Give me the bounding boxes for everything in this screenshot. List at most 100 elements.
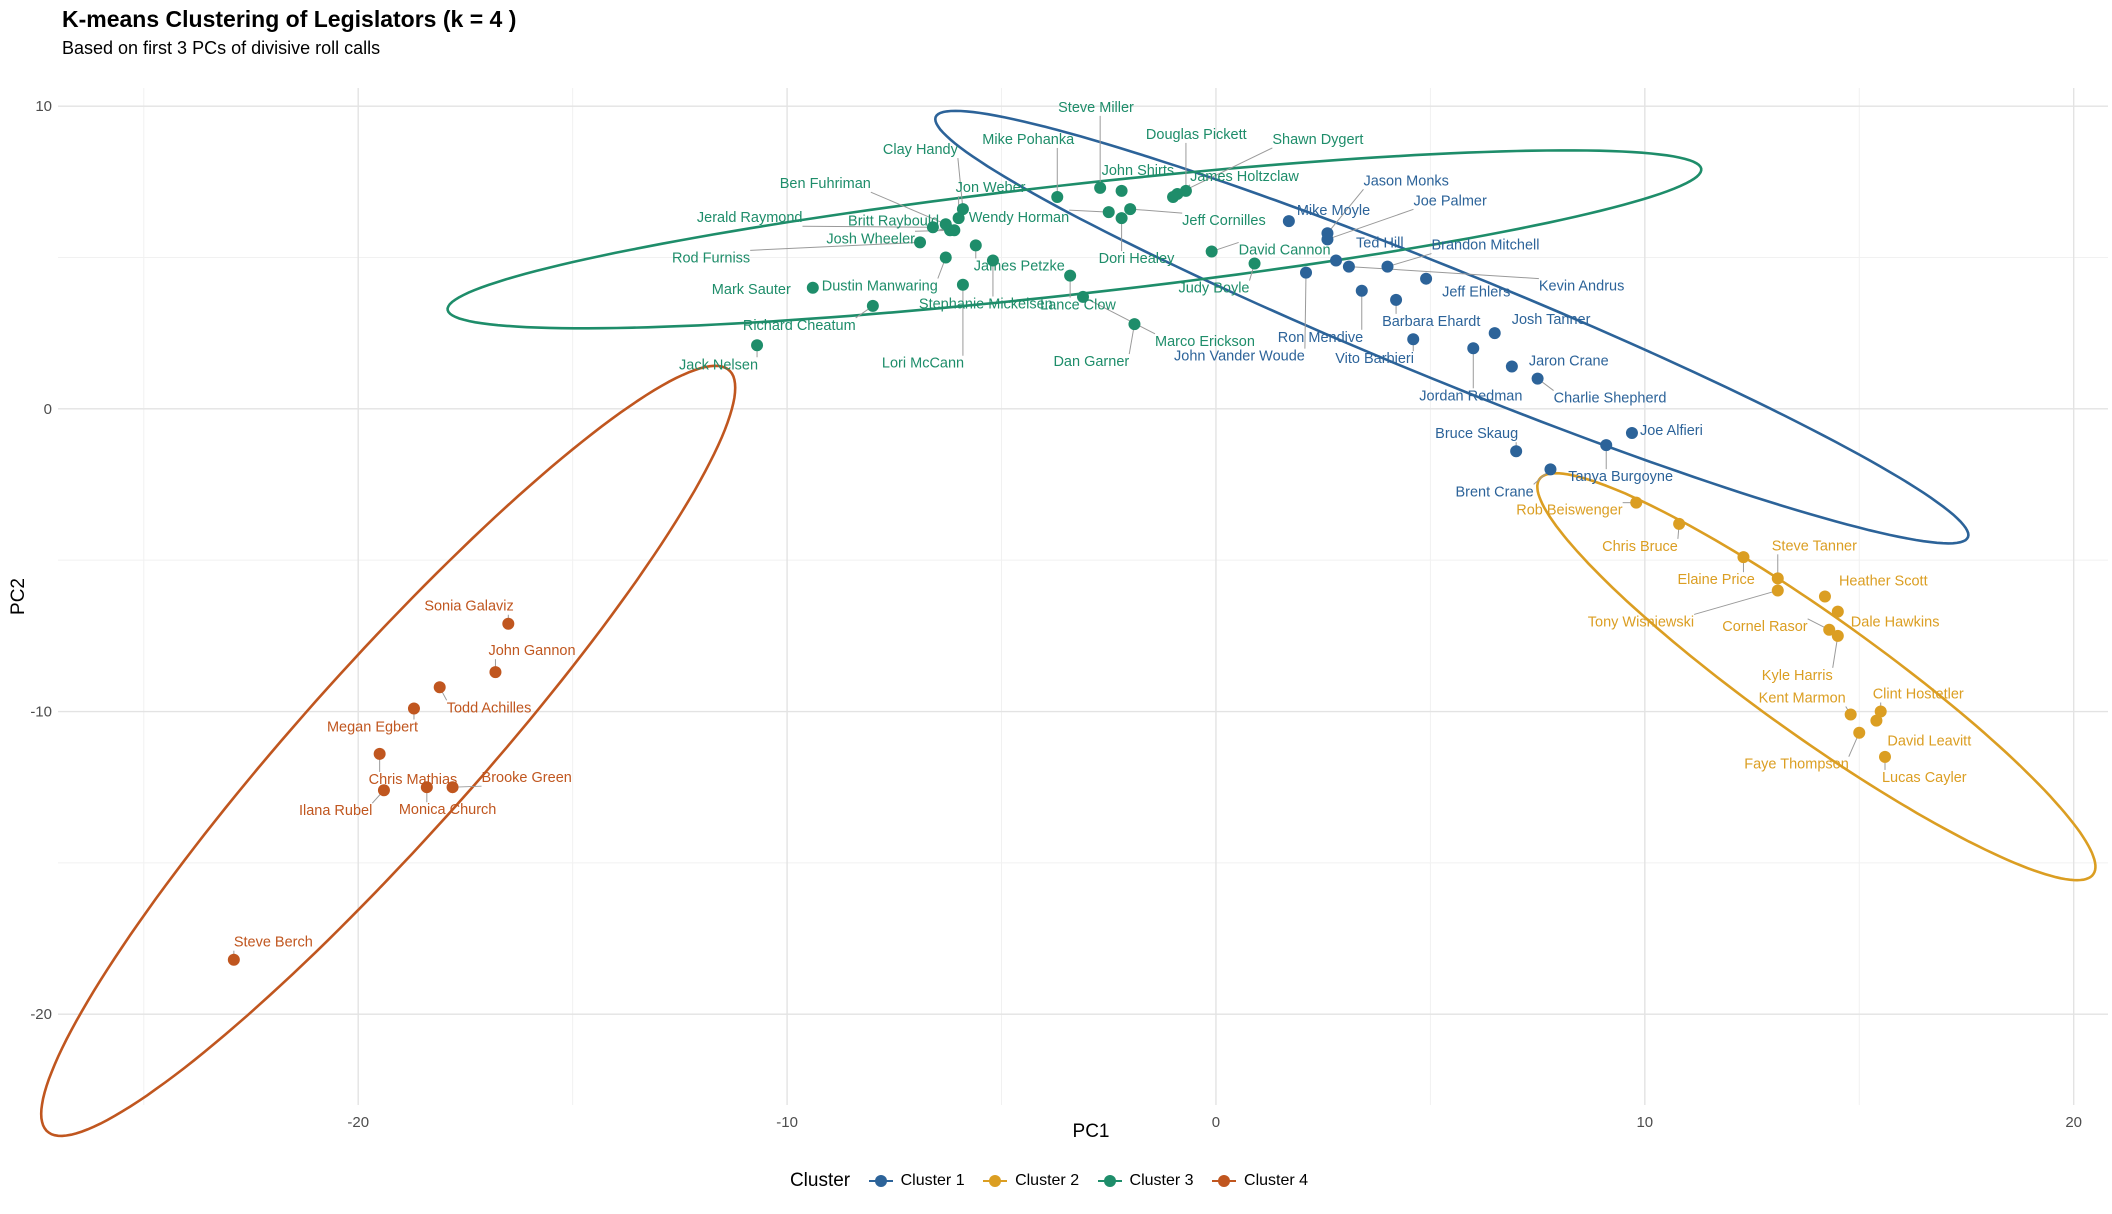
leader-line-marco-erickson bbox=[1082, 296, 1156, 335]
point-mark-sauter bbox=[806, 281, 819, 294]
point-label-tanya-burgoyne: Tanya Burgoyne bbox=[1568, 469, 1673, 485]
point-jeff-ehlers bbox=[1420, 272, 1433, 285]
point-label-barbara-ehardt: Barbara Ehardt bbox=[1382, 314, 1480, 330]
point-label-mark-sauter: Mark Sauter bbox=[712, 282, 791, 298]
legend-label-cluster-1: Cluster 1 bbox=[900, 1171, 965, 1189]
point-marco-erickson bbox=[1077, 290, 1089, 303]
point-label-vito-barbieri: Vito Barbieri bbox=[1335, 351, 1414, 367]
point-label-john-gannon: John Gannon bbox=[488, 643, 575, 659]
point-tony-wisniewski bbox=[1771, 584, 1784, 597]
point-label-wendy-horman: Wendy Horman bbox=[969, 210, 1069, 226]
point-label-jon-weber: Jon Weber bbox=[956, 180, 1026, 196]
ellipse-cluster-1 bbox=[933, 109, 1970, 545]
y-tick-label: -20 bbox=[30, 1006, 52, 1023]
point-label-charlie-shepherd: Charlie Shepherd bbox=[1554, 391, 1667, 407]
point-label-clint-hostetler: Clint Hostetler bbox=[1873, 687, 1964, 703]
point-label-mike-pohanka: Mike Pohanka bbox=[982, 132, 1075, 148]
point-label-shawn-dygert: Shawn Dygert bbox=[1272, 132, 1363, 148]
chart-title: K-means Clustering of Legislators (k = 4… bbox=[62, 6, 517, 32]
point-label-jack-nelsen: Jack Nelsen bbox=[679, 357, 758, 373]
point-label-ilana-rubel: Ilana Rubel bbox=[299, 803, 372, 819]
point-label-dale-hawkins: Dale Hawkins bbox=[1851, 615, 1940, 631]
point-faye-thompson bbox=[1853, 726, 1866, 739]
legend-item-cluster-4: Cluster 4 bbox=[1212, 1172, 1308, 1190]
leader-line-john-vander-woude bbox=[1304, 272, 1307, 349]
leader-line-kevin-andrus bbox=[1348, 266, 1539, 280]
point-ilana-rubel bbox=[377, 784, 390, 797]
point-label-kevin-andrus: Kevin Andrus bbox=[1539, 279, 1624, 295]
point-label-jerald-raymond: Jerald Raymond bbox=[697, 210, 803, 226]
point-dale-hawkins bbox=[1831, 605, 1844, 618]
point-label-james-petzke: James Petzke bbox=[974, 258, 1065, 274]
legend-item-cluster-3: Cluster 3 bbox=[1097, 1171, 1194, 1190]
point-stephanie-mickelsen bbox=[986, 254, 999, 267]
point-clint-hostetler bbox=[1874, 705, 1887, 718]
legend-key-cluster-2 bbox=[983, 1174, 1008, 1187]
point-label-ben-fuhriman: Ben Fuhriman bbox=[780, 176, 871, 192]
leader-line-brandon-mitchell bbox=[1387, 253, 1432, 268]
x-axis-title: PC1 bbox=[1073, 1121, 1110, 1142]
leader-line-jason-monks bbox=[1327, 188, 1364, 234]
point-jaron-crane bbox=[1505, 360, 1518, 373]
point-elaine-price bbox=[1737, 551, 1750, 564]
point-label-bruce-skaug: Bruce Skaug bbox=[1435, 426, 1518, 442]
point-bruce-skaug bbox=[1510, 445, 1523, 458]
point-steve-miller bbox=[1094, 181, 1107, 194]
legend: Cluster Cluster 1 Cluster 2 Cluster 3 Cl… bbox=[0, 1170, 2112, 1192]
x-tick-label: 20 bbox=[2065, 1114, 2082, 1131]
leader-line-joe-palmer bbox=[1327, 208, 1414, 240]
point-chris-mathias bbox=[373, 747, 386, 760]
point-label-josh-wheeler: Josh Wheeler bbox=[826, 231, 915, 247]
point-brooke-green bbox=[446, 781, 459, 794]
point-jerald-raymond bbox=[926, 221, 939, 234]
point-mike-moyle bbox=[1282, 215, 1295, 228]
point-kyle-harris bbox=[1831, 629, 1844, 642]
point-rod-furniss bbox=[914, 236, 927, 249]
point-james-petzke bbox=[969, 239, 982, 252]
point-label-brent-crane: Brent Crane bbox=[1455, 484, 1533, 500]
point-label-douglas-pickett: Douglas Pickett bbox=[1146, 127, 1247, 143]
y-tick-label: -10 bbox=[30, 704, 52, 721]
x-tick-label: 10 bbox=[1636, 1114, 1653, 1131]
point-label-rod-furniss: Rod Furniss bbox=[672, 250, 750, 266]
legend-item-cluster-1: Cluster 1 bbox=[868, 1171, 965, 1190]
point-label-megan-egbert: Megan Egbert bbox=[327, 719, 418, 735]
legend-label-cluster-2: Cluster 2 bbox=[1015, 1171, 1080, 1189]
point-dan-garner bbox=[1128, 318, 1141, 331]
point-wendy-horman bbox=[1102, 206, 1115, 219]
point-label-steve-tanner: Steve Tanner bbox=[1772, 538, 1857, 554]
point-john-vander-woude bbox=[1300, 266, 1313, 279]
point-james-holtzclaw bbox=[1167, 190, 1180, 203]
chart-subtitle: Based on first 3 PCs of divisive roll ca… bbox=[62, 38, 381, 58]
x-tick-label: 0 bbox=[1212, 1114, 1220, 1131]
point-steve-berch bbox=[227, 953, 240, 966]
point-megan-egbert bbox=[407, 702, 420, 715]
point-lucas-cayler bbox=[1878, 750, 1891, 763]
point-josh-wheeler bbox=[948, 224, 961, 237]
x-tick-label: -20 bbox=[347, 1114, 369, 1131]
legend-label-cluster-4: Cluster 4 bbox=[1244, 1171, 1309, 1189]
point-label-ron-mendive: Ron Mendive bbox=[1278, 330, 1363, 346]
point-tanya-burgoyne bbox=[1600, 439, 1613, 452]
y-axis-title: PC2 bbox=[8, 578, 29, 615]
point-jordan-redman bbox=[1467, 342, 1480, 355]
point-dustin-manwaring bbox=[939, 251, 952, 264]
point-heather-scott bbox=[1818, 590, 1831, 603]
point-brandon-mitchell bbox=[1381, 260, 1394, 273]
point-label-cornel-rasor: Cornel Rasor bbox=[1722, 619, 1808, 635]
x-tick-label: -10 bbox=[776, 1114, 798, 1131]
point-brent-crane bbox=[1544, 463, 1557, 476]
point-john-shirts bbox=[1115, 184, 1128, 197]
legend-key-cluster-1 bbox=[868, 1174, 893, 1187]
leader-line-jerald-raymond bbox=[802, 225, 933, 228]
point-cornel-rasor bbox=[1823, 623, 1836, 636]
point-joe-palmer bbox=[1321, 233, 1334, 246]
legend-label-cluster-3: Cluster 3 bbox=[1129, 1171, 1194, 1189]
leader-line-jeff-cornilles bbox=[1130, 208, 1183, 214]
point-josh-tanner bbox=[1488, 327, 1501, 340]
point-label-josh-tanner: Josh Tanner bbox=[1512, 312, 1591, 328]
point-label-jason-monks: Jason Monks bbox=[1363, 173, 1448, 189]
point-kevin-andrus bbox=[1342, 260, 1355, 273]
y-tick-label: 10 bbox=[35, 98, 52, 115]
y-tick-label: 0 bbox=[44, 401, 52, 418]
